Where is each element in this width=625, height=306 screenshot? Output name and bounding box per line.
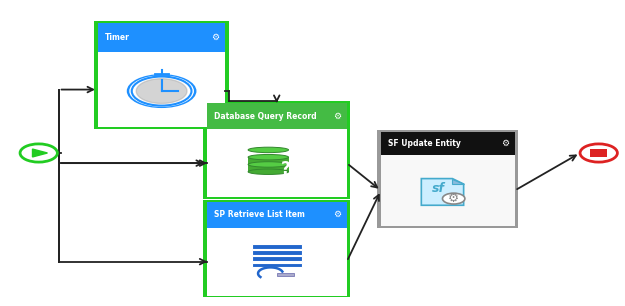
Text: ⚙: ⚙ xyxy=(501,139,509,148)
Polygon shape xyxy=(248,157,289,164)
FancyBboxPatch shape xyxy=(252,263,302,267)
FancyBboxPatch shape xyxy=(590,149,608,157)
Text: SF Update Entity: SF Update Entity xyxy=(388,139,461,148)
Polygon shape xyxy=(136,79,187,103)
FancyBboxPatch shape xyxy=(277,273,294,277)
FancyBboxPatch shape xyxy=(378,130,519,228)
FancyBboxPatch shape xyxy=(94,21,229,129)
Ellipse shape xyxy=(248,169,289,174)
FancyBboxPatch shape xyxy=(207,228,347,296)
Text: ?: ? xyxy=(281,160,291,178)
Ellipse shape xyxy=(248,162,289,167)
Polygon shape xyxy=(248,164,289,172)
FancyBboxPatch shape xyxy=(207,103,347,129)
FancyBboxPatch shape xyxy=(252,250,302,255)
Ellipse shape xyxy=(248,155,289,160)
Circle shape xyxy=(132,76,191,106)
Polygon shape xyxy=(32,149,48,157)
Text: ⚙: ⚙ xyxy=(448,192,459,205)
Text: SP Retrieve List Item: SP Retrieve List Item xyxy=(214,210,305,219)
Circle shape xyxy=(442,193,465,204)
Text: ⚙: ⚙ xyxy=(332,112,341,121)
Circle shape xyxy=(127,74,196,108)
FancyBboxPatch shape xyxy=(203,101,351,199)
FancyBboxPatch shape xyxy=(252,244,302,249)
Polygon shape xyxy=(452,179,464,184)
FancyBboxPatch shape xyxy=(203,200,351,297)
Circle shape xyxy=(129,75,194,107)
Text: Database Query Record: Database Query Record xyxy=(214,112,317,121)
FancyBboxPatch shape xyxy=(381,132,515,155)
Text: sf: sf xyxy=(432,182,445,196)
FancyBboxPatch shape xyxy=(98,52,226,127)
Ellipse shape xyxy=(248,147,289,153)
FancyBboxPatch shape xyxy=(381,155,515,226)
Circle shape xyxy=(580,144,618,162)
Text: ⚙: ⚙ xyxy=(211,33,219,42)
FancyBboxPatch shape xyxy=(252,256,302,261)
Polygon shape xyxy=(421,179,464,205)
Circle shape xyxy=(20,144,58,162)
FancyBboxPatch shape xyxy=(207,129,347,197)
FancyBboxPatch shape xyxy=(98,23,226,52)
Text: ⚙: ⚙ xyxy=(332,210,341,219)
FancyBboxPatch shape xyxy=(207,202,347,228)
Text: Timer: Timer xyxy=(105,33,130,42)
